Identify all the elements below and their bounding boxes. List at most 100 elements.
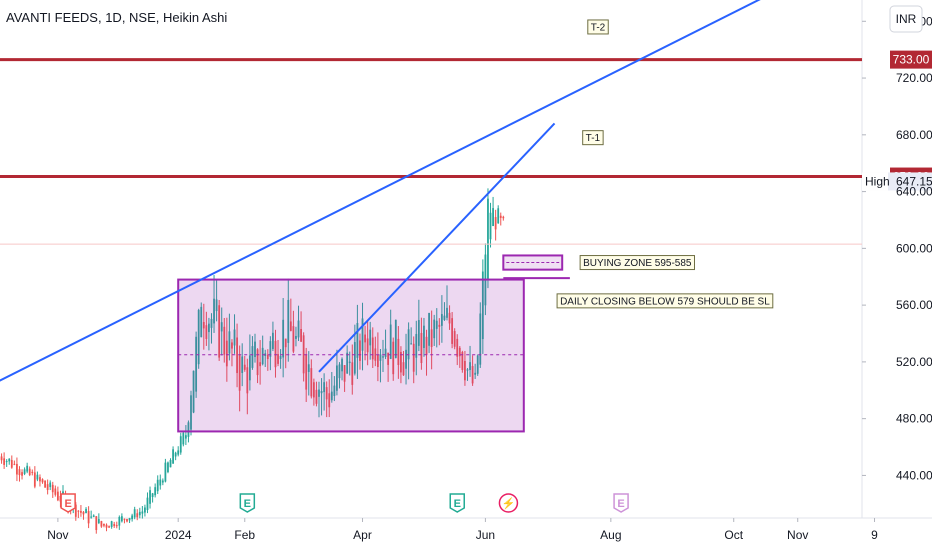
candle-body [164,462,167,482]
t1-label[interactable]: T-1 [582,130,604,146]
time-tick-label: Nov [47,528,68,542]
candle-body [394,319,397,358]
time-tick-label: Nov [787,528,808,542]
candle-body [133,509,136,518]
candle-body [466,369,469,371]
candle-body [474,372,477,375]
candle-body [16,463,18,475]
candle-body [28,468,31,476]
candle-body [366,338,369,353]
candle-body [251,346,254,368]
candle-body [307,364,310,372]
channel-upper-trendline[interactable] [0,0,767,387]
candle-body [502,216,505,219]
candle-body [95,516,98,531]
earnings-icon [239,493,256,513]
earnings-icon [60,493,76,513]
candle-body [407,329,410,360]
candle-body [405,349,407,369]
buying-zone-label[interactable]: BUYING ZONE 595-585 [579,255,695,271]
candle-body [446,307,448,318]
earnings-feb-marker[interactable]: E [239,493,256,513]
candle-body [292,326,295,352]
time-tick-label: Feb [234,528,255,542]
candle-body [384,348,387,357]
candle-body [123,518,126,520]
candle-body [128,518,131,521]
t2-label-text: T-2 [591,22,606,33]
candle-body [182,432,185,445]
t2-label[interactable]: T-2 [587,19,609,35]
high-tag-label: High [865,174,890,188]
annotations-layer: T-2 T-1 BUYING ZONE 595-585 DAILY CLOSING B… [556,19,774,309]
sl-label-background [556,293,774,309]
candle-body [184,435,187,439]
candle-body [105,524,108,528]
price-tick-label: 480.00 [896,412,932,426]
candle-body [225,340,228,367]
candle-body [420,332,423,364]
channel-inner-trendline[interactable] [318,122,556,373]
candle-body [315,389,318,404]
candle-body [287,299,290,343]
sl-label[interactable]: DAILY CLOSING BELOW 579 SHOULD BE SL [556,293,774,309]
candle-body [174,452,177,457]
candle-body [13,463,16,465]
candle-body [138,511,141,516]
candle-body [428,312,430,346]
candle-body [10,460,13,468]
candle-body [261,347,264,365]
candle-body [231,342,233,349]
candle-body [149,490,151,504]
currency-label: INR [896,12,917,26]
buying-zone-label-text: BUYING ZONE 595-585 [583,258,692,269]
candle-body [136,513,139,518]
price-axis[interactable]: 440.00 480.00 520.00 560.00 600.00 640.00 680.… [862,14,932,482]
candle-body [274,340,277,368]
candle-body [430,329,433,347]
candle-body [254,341,256,357]
candle-body [56,491,59,501]
candle-body [167,462,169,473]
candle-body [208,323,210,333]
candle-body [451,318,454,344]
candle-body [499,215,502,218]
earnings-feb-glyph: E [244,498,251,510]
price-tick-label: 520.00 [896,355,932,369]
currency-button[interactable]: INR [889,5,923,33]
dividend-jun-marker[interactable]: ⚡ [498,493,519,513]
candle-body [248,355,251,381]
candle-body [195,336,198,392]
time-tick-label: 2024 [165,528,192,542]
candle-body [343,365,346,382]
time-axis[interactable]: Nov 2024 Feb Apr Jun Aug Oct Nov 9 [47,518,878,542]
candle-body [51,484,54,493]
earnings-may-glyph: E [454,498,461,510]
candle-body [435,320,438,329]
candle-body [410,343,413,345]
candle-body [41,479,44,483]
candle-body [233,329,236,346]
candle-body [192,370,195,413]
candle-body [179,436,182,453]
candle-body [336,365,338,391]
candle-body [497,208,500,224]
candle-body [333,385,336,396]
time-tick-label: Jun [476,528,495,542]
high-tag-value: 647.15 [896,174,932,188]
earnings-nov-marker[interactable]: E [60,493,76,513]
candle-body [118,516,121,526]
earnings-may-marker[interactable]: E [449,493,465,513]
candle-body [438,324,441,327]
candle-body [172,449,174,464]
earnings-aug-marker[interactable]: E [613,493,629,513]
candle-body [154,487,157,496]
candle-body [161,480,164,483]
earnings-nov-glyph: E [64,498,71,510]
candle-body [346,352,349,374]
candle-body [113,524,116,527]
candle-body [210,318,213,328]
candle-body [236,337,238,374]
consolidation-box[interactable] [177,278,525,433]
